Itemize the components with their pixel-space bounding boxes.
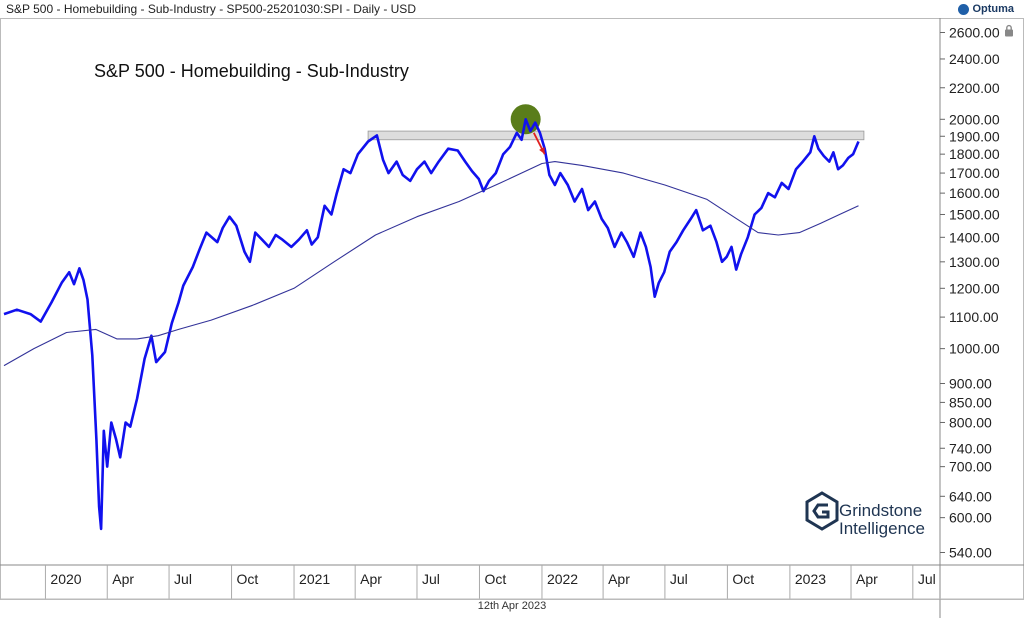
watermark-line1: Grindstone bbox=[839, 501, 922, 520]
x-tick-label: Oct bbox=[237, 571, 259, 587]
price-line bbox=[3, 118, 860, 531]
y-tick-label: 800.00 bbox=[949, 414, 992, 430]
y-tick-label: 1100.00 bbox=[949, 309, 999, 325]
x-tick-label: Jul bbox=[174, 571, 192, 587]
y-tick-label: 1300.00 bbox=[949, 254, 1000, 270]
x-tick-label: Jul bbox=[670, 571, 688, 587]
x-tick-label: Apr bbox=[856, 571, 878, 587]
chart-title: S&P 500 - Homebuilding - Sub-Industry bbox=[94, 61, 409, 81]
optuma-logo-icon bbox=[958, 3, 970, 15]
grindstone-hex-icon bbox=[805, 491, 839, 531]
x-tick-label: Apr bbox=[608, 571, 630, 587]
y-tick-label: 1200.00 bbox=[949, 280, 1000, 296]
y-tick-label: 740.00 bbox=[949, 440, 992, 456]
y-tick-label: 2600.00 bbox=[949, 24, 1000, 40]
chart-header: S&P 500 - Homebuilding - Sub-Industry - … bbox=[6, 2, 416, 16]
y-tick-label: 1900.00 bbox=[949, 128, 1000, 144]
y-tick-label: 1800.00 bbox=[949, 146, 1000, 162]
down-arrow-head bbox=[539, 147, 545, 155]
y-tick-label: 2200.00 bbox=[949, 80, 1000, 96]
y-tick-label: 850.00 bbox=[949, 394, 992, 410]
y-tick-label: 700.00 bbox=[949, 459, 992, 475]
y-tick-label: 1000.00 bbox=[949, 341, 1000, 357]
y-tick-label: 1500.00 bbox=[949, 206, 1000, 222]
x-tick-label: Jul bbox=[422, 571, 440, 587]
y-tick-label: 2000.00 bbox=[949, 111, 1000, 127]
y-tick-label: 1600.00 bbox=[949, 185, 1000, 201]
y-tick-label: 640.00 bbox=[949, 488, 992, 504]
x-tick-label: 2020 bbox=[50, 571, 81, 587]
y-tick-label: 540.00 bbox=[949, 545, 992, 561]
x-tick-label: Jul bbox=[918, 571, 936, 587]
x-tick-label: Apr bbox=[360, 571, 382, 587]
brand-name: Optuma bbox=[972, 3, 1014, 15]
watermark-logo: Grindstone Intelligence bbox=[805, 491, 925, 538]
date-label: 12th Apr 2023 bbox=[0, 600, 1024, 612]
y-tick-label: 1700.00 bbox=[949, 165, 1000, 181]
y-tick-label: 600.00 bbox=[949, 510, 992, 526]
x-tick-label: 2021 bbox=[299, 571, 330, 587]
date-label-text: 12th Apr 2023 bbox=[477, 600, 547, 612]
lock-icon[interactable] bbox=[1004, 24, 1014, 37]
resistance-band bbox=[367, 130, 865, 141]
y-tick-label: 1400.00 bbox=[949, 229, 1000, 245]
brand: Optuma bbox=[958, 3, 1014, 15]
y-tick-label: 900.00 bbox=[949, 375, 992, 391]
x-tick-label: 2022 bbox=[547, 571, 578, 587]
x-tick-label: Apr bbox=[112, 571, 134, 587]
moving-average-line bbox=[3, 161, 859, 367]
watermark-line2: Intelligence bbox=[839, 519, 925, 538]
x-tick-label: Oct bbox=[484, 571, 506, 587]
y-tick-label: 2400.00 bbox=[949, 51, 1000, 67]
x-tick-label: Oct bbox=[732, 571, 754, 587]
x-tick-label: 2023 bbox=[795, 571, 826, 587]
